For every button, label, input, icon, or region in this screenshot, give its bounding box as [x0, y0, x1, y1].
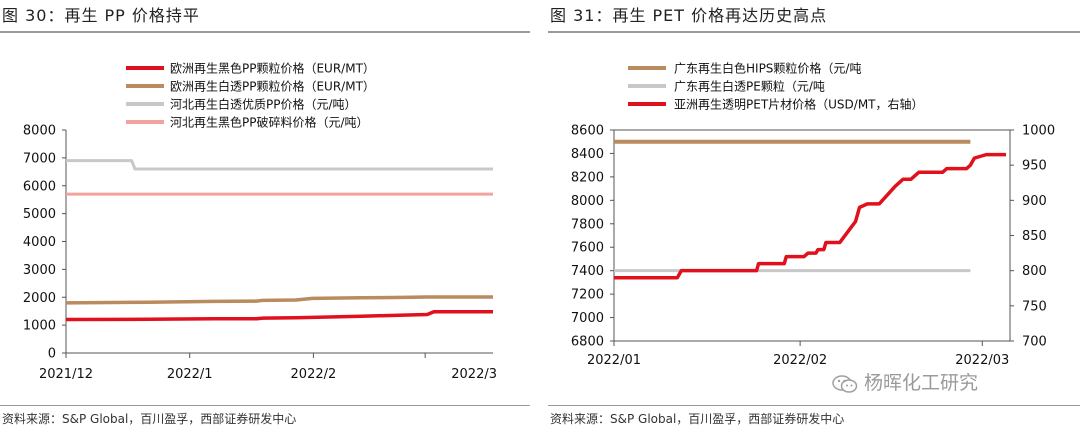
y-tick-label: 1000: [23, 319, 56, 334]
divider: [0, 31, 530, 33]
source-note: 资料来源：S&P Global，百川盈孚，西部证券研发中心: [550, 412, 845, 426]
y-left-tick-label: 8600: [571, 124, 604, 139]
y-left-tick-label: 7600: [571, 241, 604, 256]
y-tick-label: 4000: [23, 235, 56, 250]
y-tick-label: 2000: [23, 291, 56, 306]
y-left-tick-label: 7000: [571, 311, 604, 326]
legend-label: 河北再生黑色PP破碎料价格（元/吨）: [170, 115, 369, 130]
y-tick-label: 7000: [23, 151, 56, 166]
x-tick-label: 2022/2: [291, 367, 337, 382]
series-line-2: [66, 159, 493, 171]
series-line-0: [65, 309, 493, 322]
y-tick-label: 8000: [23, 124, 56, 139]
divider: [0, 405, 530, 406]
y-right-tick-label: 950: [1022, 159, 1047, 174]
y-left-tick-label: 7800: [571, 217, 604, 232]
y-right-tick-label: 900: [1022, 194, 1047, 209]
y-right-tick-label: 750: [1022, 299, 1047, 314]
source-note: 资料来源：S&P Global，百川盈孚，西部证券研发中心: [2, 412, 297, 426]
chart-left: 0 1000 2000 3000 4000 5000 6000 7000 8000 2021/12…: [23, 61, 497, 383]
y-left-tick-label: 6800: [571, 335, 604, 350]
x-tick-label: 2022/1: [167, 367, 213, 382]
divider: [548, 405, 1080, 406]
chart-panel-right: 图 31：再生 PET 价格再达历史高点 6800 7000 7200 7400 760…: [548, 0, 1080, 435]
chart-right: 6800 7000 7200 7400 7600 7800 8000 8200 8400 8600…: [571, 61, 1055, 369]
y-tick-label: 0: [48, 347, 56, 362]
legend-label: 欧洲再生黑色PP颗粒价格（EUR/MT）: [170, 61, 375, 76]
series-line-2: [614, 152, 1007, 280]
legend-label: 广东再生白色HIPS颗粒价格（元/吨: [674, 61, 861, 76]
legend-label: 河北再生白透优质PP价格（元/吨）: [170, 97, 357, 112]
y-left-tick-label: 7400: [571, 264, 604, 279]
x-tick-label: 2022/01: [587, 353, 641, 368]
y-left-tick-label: 8400: [571, 147, 604, 162]
chart-panel-left: 图 30：再生 PP 价格持平 0 1000 2000 3000 4000 5000 600…: [0, 0, 530, 435]
y-right-tick-label: 850: [1022, 229, 1047, 244]
figure-title: 图 31：再生 PET 价格再达历史高点: [550, 6, 828, 25]
legend-label: 广东再生白透PE颗粒（元/吨: [674, 79, 825, 94]
x-tick-label: 2022/03: [955, 353, 1009, 368]
divider: [548, 31, 1080, 33]
y-tick-label: 5000: [23, 207, 56, 222]
wechat-icon: [832, 374, 858, 393]
y-tick-label: 3000: [23, 263, 56, 278]
y-right-tick-label: 1000: [1022, 124, 1055, 139]
y-left-tick-label: 8200: [571, 170, 604, 185]
x-tick-label: 2022/02: [773, 353, 827, 368]
y-left-tick-label: 8000: [571, 194, 604, 209]
y-left-tick-label: 7200: [571, 288, 604, 303]
x-tick-label: 2021/12: [39, 367, 93, 382]
watermark-text: 杨晖化工研究: [864, 372, 979, 394]
legend-label: 亚洲再生透明PET片材价格（USD/MT，右轴）: [674, 97, 924, 112]
plot-frame: [613, 129, 1011, 342]
figure-title: 图 30：再生 PP 价格持平: [2, 6, 200, 25]
watermark: 杨晖化工研究: [832, 368, 978, 395]
series-line-1: [65, 295, 493, 305]
legend-label: 欧洲再生白透PP颗粒价格（EUR/MT）: [170, 79, 375, 94]
y-right-tick-label: 700: [1022, 335, 1047, 350]
y-tick-label: 6000: [23, 179, 56, 194]
y-right-tick-label: 800: [1022, 264, 1047, 279]
x-tick-label: 2022/3: [451, 367, 497, 382]
